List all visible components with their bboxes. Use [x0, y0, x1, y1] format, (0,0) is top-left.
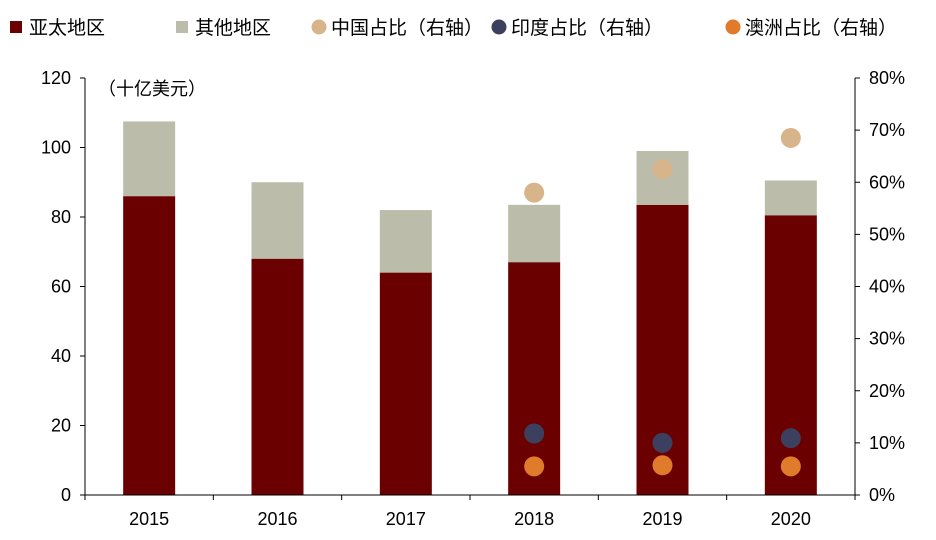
legend-marker	[725, 19, 741, 35]
legend-marker	[491, 19, 507, 35]
y-left-tick-label: 20	[51, 416, 71, 436]
legend-label: 印度占比（右轴）	[511, 17, 663, 39]
y-right-tick-label: 30%	[869, 329, 905, 349]
y-right-tick-label: 70%	[869, 120, 905, 140]
point-china-share-2019	[652, 159, 673, 180]
x-tick-label: 2015	[129, 509, 169, 529]
bars	[123, 121, 817, 495]
y-right-tick-label: 40%	[869, 277, 905, 297]
bar-other-2020	[764, 180, 817, 216]
point-australia-share-2018	[524, 456, 545, 477]
point-australia-share-2020	[780, 456, 801, 477]
legend-label: 其他地区	[195, 17, 271, 39]
point-india-share-2018	[524, 423, 545, 444]
legend-swatch	[176, 21, 188, 33]
points	[524, 127, 801, 477]
bar-apac-2016	[251, 258, 304, 495]
legend-label: 澳洲占比（右轴）	[745, 17, 897, 39]
bar-apac-2018	[508, 262, 561, 495]
x-tick-label: 2020	[771, 509, 811, 529]
bar-other-2017	[379, 210, 432, 273]
bar-other-2016	[251, 182, 304, 259]
y-left-tick-label: 120	[41, 68, 71, 88]
point-china-share-2020	[780, 127, 801, 148]
point-australia-share-2019	[652, 455, 673, 476]
x-tick-label: 2016	[257, 509, 297, 529]
y-right-tick-label: 50%	[869, 224, 905, 244]
legend-swatch	[10, 21, 22, 33]
x-tick-label: 2018	[514, 509, 554, 529]
point-china-share-2018	[524, 182, 545, 203]
y-left-tick-label: 80	[51, 207, 71, 227]
x-tick-label: 2017	[386, 509, 426, 529]
y-right-tick-label: 10%	[869, 433, 905, 453]
bar-other-2018	[508, 204, 561, 263]
y-right-tick-label: 0%	[869, 485, 895, 505]
axes: 0 20 40 60 80 100 120 0% 10% 20% 30% 40% 50% 60% 70% 80…	[41, 68, 905, 529]
bar-other-2015	[123, 121, 176, 197]
y-left-tick-label: 100	[41, 138, 71, 158]
legend-marker	[311, 19, 327, 35]
legend-label: 亚太地区	[29, 17, 105, 39]
y-right-tick-label: 60%	[869, 172, 905, 192]
x-tick-label: 2019	[642, 509, 682, 529]
y-left-tick-label: 60	[51, 277, 71, 297]
y-left-tick-label: 40	[51, 346, 71, 366]
y-left-tick-label: 0	[61, 485, 71, 505]
bar-apac-2017	[379, 272, 432, 495]
point-india-share-2019	[652, 432, 673, 453]
legend: 亚太地区 其他地区 中国占比（右轴） 印度占比（右轴） 澳洲占比（右轴）	[10, 17, 897, 39]
legend-label: 中国占比（右轴）	[331, 17, 483, 39]
y-right-tick-label: 80%	[869, 68, 905, 88]
y-axis-unit-label: （十亿美元）	[98, 79, 206, 100]
bar-apac-2020	[764, 215, 817, 495]
y-right-tick-label: 20%	[869, 381, 905, 401]
bar-apac-2015	[123, 196, 176, 495]
point-india-share-2020	[780, 428, 801, 449]
